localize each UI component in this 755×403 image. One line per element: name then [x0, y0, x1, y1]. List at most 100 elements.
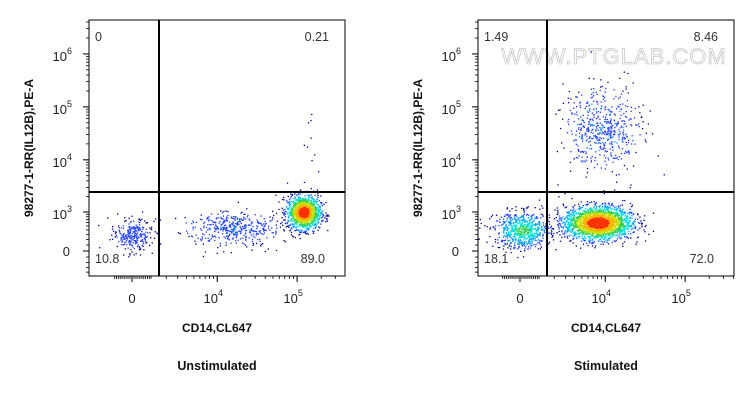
event-point — [618, 223, 620, 225]
event-point — [613, 225, 615, 227]
event-point — [145, 228, 147, 230]
event-point — [281, 198, 284, 201]
event-point — [223, 221, 225, 223]
event-point — [308, 198, 310, 200]
event-point — [306, 232, 308, 234]
event-point — [620, 215, 622, 217]
event-point — [612, 220, 614, 222]
event-point — [313, 212, 315, 215]
event-point — [234, 216, 236, 218]
event-point — [296, 203, 298, 205]
event-point — [569, 240, 571, 242]
event-point — [240, 227, 242, 229]
event-point — [312, 217, 315, 219]
event-point — [314, 215, 316, 217]
event-point — [299, 197, 301, 200]
event-point — [598, 222, 600, 224]
event-point — [302, 216, 304, 218]
event-point — [217, 228, 219, 230]
event-point — [116, 236, 118, 238]
event-point — [141, 233, 143, 235]
event-point — [300, 229, 302, 231]
event-point — [561, 230, 563, 232]
event-point — [550, 229, 553, 232]
event-point — [293, 205, 295, 208]
event-point — [233, 233, 235, 235]
event-point — [524, 232, 526, 234]
event-point — [307, 223, 309, 225]
event-point — [518, 222, 521, 224]
event-point — [531, 241, 533, 243]
event-point — [242, 225, 244, 228]
event-point — [612, 221, 614, 223]
event-point — [310, 213, 312, 216]
event-point — [139, 226, 141, 229]
event-point — [225, 216, 228, 218]
event-point — [611, 215, 613, 218]
event-point — [584, 233, 586, 235]
event-point — [321, 213, 323, 216]
event-point — [557, 209, 559, 212]
event-point — [506, 220, 508, 222]
event-point — [596, 219, 598, 222]
event-point — [599, 220, 602, 223]
event-point — [618, 236, 620, 238]
event-point — [299, 207, 302, 209]
event-point — [539, 224, 541, 226]
event-point — [256, 219, 258, 221]
event-point — [317, 212, 319, 214]
event-point — [518, 217, 520, 220]
event-point — [300, 211, 303, 214]
event-point — [318, 171, 320, 173]
event-point — [519, 232, 521, 235]
event-point — [592, 230, 594, 232]
event-point — [615, 224, 617, 226]
event-point — [627, 216, 629, 218]
event-point — [499, 221, 501, 223]
event-point — [599, 224, 601, 226]
event-point — [517, 231, 519, 233]
event-point — [519, 232, 521, 234]
event-point — [582, 231, 584, 233]
event-point — [484, 225, 486, 227]
event-point — [299, 217, 301, 219]
event-point — [132, 238, 134, 240]
event-point — [222, 228, 224, 230]
event-point — [580, 221, 582, 224]
event-point — [587, 229, 589, 231]
event-point — [252, 244, 254, 246]
event-point — [516, 220, 518, 222]
event-point — [621, 220, 624, 222]
event-point — [260, 243, 262, 246]
event-point — [227, 238, 229, 240]
event-point — [599, 209, 601, 212]
event-point — [579, 212, 581, 214]
event-point — [584, 239, 587, 241]
event-point — [310, 213, 313, 215]
event-point — [299, 197, 301, 199]
event-point — [531, 227, 533, 229]
event-point — [292, 217, 294, 219]
event-point — [534, 223, 536, 226]
event-point — [291, 220, 294, 223]
event-point — [607, 214, 609, 217]
event-point — [303, 208, 305, 210]
event-point — [598, 213, 600, 215]
event-point — [299, 218, 301, 220]
event-point — [631, 211, 633, 213]
event-point — [134, 231, 136, 233]
event-point — [557, 224, 559, 226]
event-point — [569, 219, 571, 221]
event-point — [297, 204, 299, 206]
event-point — [312, 208, 315, 210]
event-point — [309, 205, 312, 207]
event-point — [296, 209, 298, 211]
event-point — [605, 213, 608, 215]
event-point — [613, 231, 616, 233]
event-point — [212, 236, 215, 238]
event-point — [314, 214, 317, 216]
event-point — [130, 240, 132, 242]
event-point — [585, 215, 587, 217]
event-point — [291, 211, 293, 213]
event-point — [586, 219, 588, 222]
